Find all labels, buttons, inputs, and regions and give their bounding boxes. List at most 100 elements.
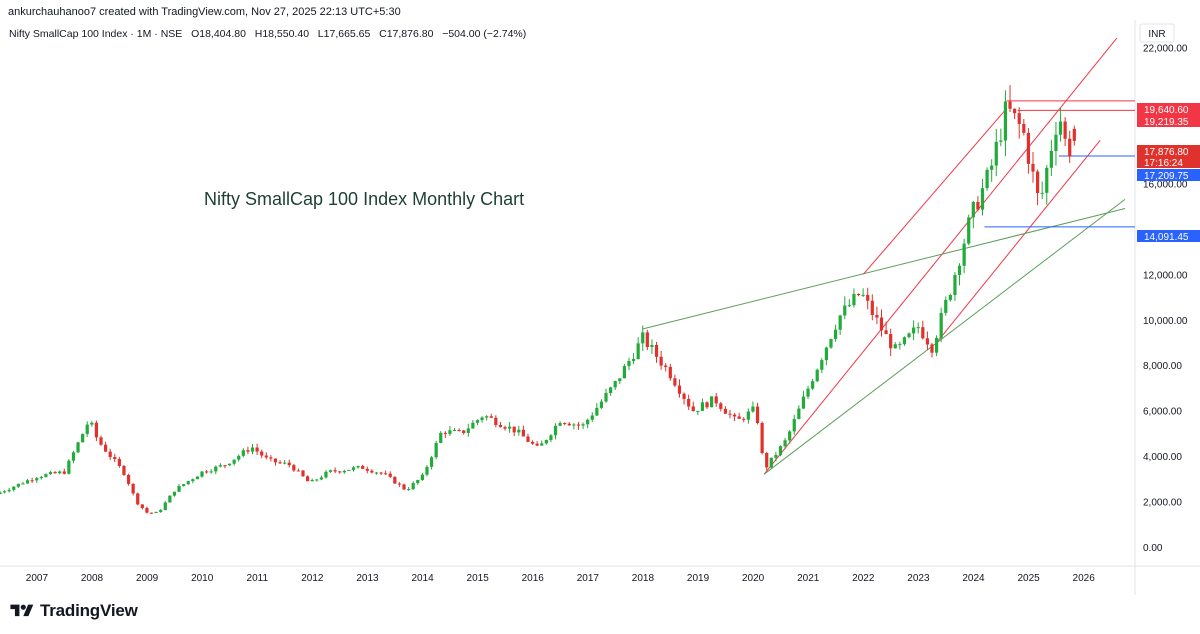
candle-body bbox=[168, 495, 172, 503]
tradingview-brand[interactable]: TradingView bbox=[10, 600, 138, 622]
candle-down bbox=[292, 463, 296, 472]
candle-body bbox=[117, 459, 121, 466]
y-tick-label: 0.00 bbox=[1143, 543, 1163, 554]
candle-down bbox=[677, 379, 682, 398]
candle-body bbox=[687, 398, 691, 407]
candle-up bbox=[774, 451, 778, 462]
candle-body bbox=[416, 480, 420, 484]
time-axis[interactable]: 2007 2008 2009 2010 2011 2012 2013 2014 2015 2016… bbox=[26, 573, 1095, 584]
candle-body bbox=[517, 429, 521, 433]
candle-up bbox=[994, 128, 998, 177]
candle-up bbox=[829, 338, 833, 349]
candle-body bbox=[480, 417, 484, 421]
candle-up bbox=[1003, 90, 1008, 157]
tradingview-logo-icon bbox=[10, 604, 34, 617]
candle-up bbox=[783, 437, 787, 450]
candle-down bbox=[645, 329, 649, 351]
candle-body bbox=[154, 511, 158, 513]
price-label-box bbox=[1137, 156, 1200, 168]
y-tick-label: 6,000.00 bbox=[1143, 407, 1182, 418]
candle-down bbox=[682, 392, 686, 405]
candle-down bbox=[691, 401, 695, 412]
candle-down bbox=[494, 415, 498, 428]
candle-up bbox=[939, 307, 943, 343]
candle-body bbox=[227, 463, 232, 466]
candle-down bbox=[705, 401, 709, 409]
candle-down bbox=[921, 320, 925, 340]
candle-body bbox=[999, 140, 1003, 142]
candle-down bbox=[379, 471, 383, 476]
candle-down bbox=[103, 441, 108, 453]
candle-body bbox=[384, 473, 388, 475]
candle-up bbox=[581, 422, 585, 430]
candle-body bbox=[393, 476, 397, 484]
candle-body bbox=[223, 465, 227, 467]
candle-body bbox=[916, 327, 920, 329]
candle-down bbox=[760, 421, 764, 455]
candle-body bbox=[912, 327, 916, 334]
candle-down bbox=[576, 421, 581, 430]
price-axis[interactable]: INR 0.00 2,000.00 4,000.00 6,000.00 8,000.00 1… bbox=[1139, 23, 1188, 554]
candle-body bbox=[893, 344, 897, 349]
candle-up bbox=[815, 368, 819, 383]
candle-down bbox=[246, 446, 250, 455]
candle-body bbox=[1072, 128, 1076, 141]
candle-down bbox=[503, 425, 507, 431]
candle-up bbox=[843, 296, 847, 320]
price-label-box bbox=[1137, 169, 1200, 181]
candle-body bbox=[218, 465, 222, 467]
candle-up bbox=[746, 408, 750, 424]
candle-body bbox=[85, 424, 89, 434]
symbol-legend[interactable]: Nifty SmallCap 100 Index · 1M · NSE O18,… bbox=[9, 28, 526, 40]
candle-down bbox=[338, 470, 342, 474]
candle-up bbox=[631, 353, 636, 365]
chart-grid bbox=[0, 20, 1200, 595]
candle-body bbox=[856, 293, 861, 296]
candle-up bbox=[475, 419, 480, 426]
candle-body bbox=[296, 470, 301, 472]
candle-body bbox=[751, 406, 755, 412]
candle-up bbox=[351, 465, 356, 472]
candle-up bbox=[39, 475, 43, 480]
candle-body bbox=[595, 407, 599, 416]
x-tick-label: 2016 bbox=[522, 573, 545, 584]
candle-up bbox=[283, 460, 287, 465]
candle-body bbox=[81, 433, 85, 443]
candle-up bbox=[485, 415, 489, 421]
candle-body bbox=[760, 423, 764, 453]
symbol-name[interactable]: Nifty SmallCap 100 Index · 1M · NSE bbox=[9, 28, 183, 40]
candle-up bbox=[177, 483, 181, 493]
candle-down bbox=[673, 374, 677, 388]
candle-body bbox=[824, 347, 829, 361]
candle-down bbox=[113, 453, 117, 463]
candle-up bbox=[792, 414, 796, 435]
candle-body bbox=[526, 436, 530, 442]
candle-body bbox=[925, 338, 930, 345]
candle-down bbox=[223, 464, 227, 469]
x-tick-label: 2009 bbox=[136, 573, 159, 584]
candle-body bbox=[884, 330, 888, 335]
candle-body bbox=[746, 411, 750, 420]
candle-up bbox=[67, 459, 71, 475]
candle-body bbox=[540, 443, 544, 446]
candle-down bbox=[273, 458, 278, 466]
candle-body bbox=[462, 430, 466, 433]
candle-body bbox=[1040, 192, 1044, 194]
candle-down bbox=[126, 473, 131, 486]
candle-body bbox=[521, 429, 525, 437]
candle-body bbox=[457, 430, 461, 432]
candle-body bbox=[328, 470, 333, 472]
red-trend-line bbox=[862, 108, 1007, 275]
candle-up bbox=[980, 178, 985, 216]
candle-down bbox=[535, 441, 539, 447]
candle-down bbox=[122, 464, 126, 476]
candle-up bbox=[641, 325, 645, 351]
candle-up bbox=[1045, 165, 1049, 205]
candle-up bbox=[801, 390, 806, 410]
candle-body bbox=[723, 408, 727, 414]
candle-body bbox=[232, 459, 236, 464]
candle-down bbox=[755, 402, 760, 425]
candle-body bbox=[402, 484, 406, 490]
